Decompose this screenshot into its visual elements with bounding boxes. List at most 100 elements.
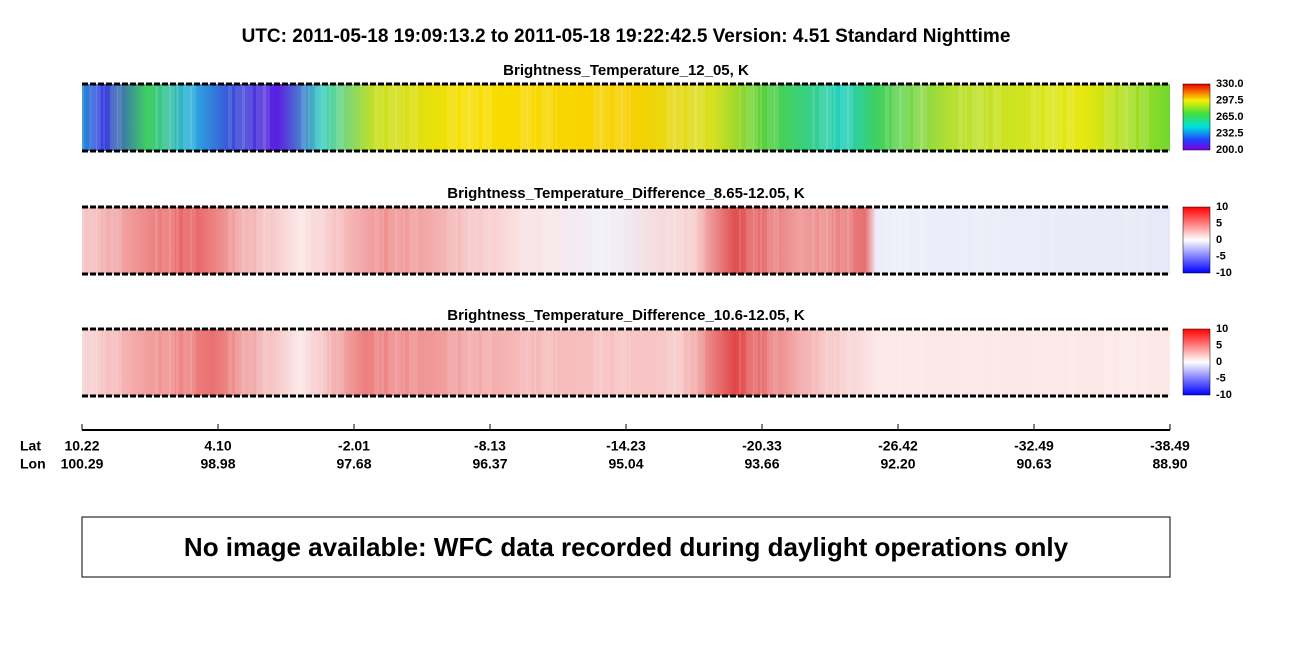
lon-tick-label: 96.37: [472, 456, 507, 472]
lon-tick-label: 93.66: [744, 456, 779, 472]
image-streak: [1104, 84, 1111, 151]
lat-tick-label: -8.13: [474, 438, 506, 454]
image-streak: [256, 84, 266, 151]
colorbar-tick-label: -5: [1216, 250, 1226, 262]
image-streak: [1066, 329, 1075, 396]
image-streak: [409, 207, 418, 274]
image-streak: [1139, 329, 1149, 396]
notice-box: [81, 516, 1171, 578]
colorbar-tick-label: -10: [1216, 267, 1232, 279]
image-streak: [256, 329, 266, 396]
image-streak: [520, 207, 528, 274]
image-streak: [913, 329, 923, 396]
image-streak: [96, 207, 101, 274]
image-streak: [555, 84, 557, 151]
image-streak: [1132, 207, 1136, 274]
image-streak: [117, 329, 122, 396]
image-streak: [885, 84, 889, 151]
image-streak: [1118, 207, 1128, 274]
image-streak: [235, 207, 245, 274]
image-streak: [447, 329, 454, 396]
image-streak: [760, 207, 762, 274]
image-streak: [155, 84, 158, 151]
image-streak: [388, 329, 397, 396]
panel-image: [82, 84, 1170, 151]
image-streak: [315, 329, 323, 396]
image-streak: [1038, 207, 1041, 274]
image-streak: [621, 207, 627, 274]
image-streak: [1052, 84, 1058, 151]
image-streak: [979, 207, 984, 274]
image-streak: [840, 329, 849, 396]
colorbar-tick-label: 330.0: [1216, 78, 1244, 90]
image-streak: [746, 84, 754, 151]
colorbar-tick-label: 10: [1216, 323, 1228, 335]
image-streak: [993, 84, 1001, 151]
image-streak: [315, 207, 323, 274]
image-streak: [228, 84, 232, 151]
panel-title: Brightness_Temperature_12_05, K: [503, 62, 749, 79]
panel-title: Brightness_Temperature_Difference_10.6-1…: [447, 307, 805, 324]
image-streak: [833, 329, 836, 396]
image-streak: [468, 329, 475, 396]
image-streak: [402, 84, 405, 151]
image-streak: [694, 207, 701, 274]
image-streak: [819, 207, 828, 274]
colorbar: [1182, 328, 1211, 396]
image-streak: [593, 329, 602, 396]
image-streak: [1038, 84, 1041, 151]
lon-tick-label: 92.20: [880, 456, 915, 472]
image-streak: [760, 329, 762, 396]
image-streak: [958, 84, 963, 151]
colorbar-tick-label: 5: [1216, 217, 1222, 229]
image-streak: [329, 329, 331, 396]
image-streak: [680, 207, 684, 274]
image-streak: [1139, 84, 1149, 151]
image-streak: [103, 207, 105, 274]
image-streak: [746, 207, 754, 274]
image-streak: [628, 84, 631, 151]
image-streak: [753, 84, 758, 151]
image-streak: [774, 207, 779, 274]
image-streak: [739, 84, 741, 151]
image-streak: [301, 84, 306, 151]
image-streak: [628, 207, 631, 274]
lat-tick-label: -2.01: [338, 438, 370, 454]
image-streak: [993, 329, 1001, 396]
image-streak: [701, 84, 705, 151]
image-streak: [680, 84, 684, 151]
colorbar: [1182, 206, 1211, 274]
image-streak: [885, 329, 889, 396]
image-streak: [155, 329, 158, 396]
image-streak: [103, 84, 105, 151]
colorbar-tick-label: 232.5: [1216, 127, 1244, 139]
image-streak: [548, 207, 553, 274]
image-streak: [1111, 329, 1115, 396]
lat-label: Lat: [20, 438, 41, 454]
image-streak: [673, 84, 680, 151]
image-streak: [183, 207, 192, 274]
image-streak: [461, 207, 471, 274]
image-streak: [475, 207, 479, 274]
image-streak: [840, 207, 849, 274]
image-streak: [847, 84, 853, 151]
image-streak: [381, 84, 384, 151]
image-streak: [447, 84, 454, 151]
image-streak: [892, 329, 902, 396]
image-streak: [395, 329, 401, 396]
image-streak: [614, 207, 623, 274]
image-streak: [117, 84, 122, 151]
image-streak: [812, 84, 815, 151]
image-streak: [600, 207, 606, 274]
image-streak: [979, 329, 984, 396]
image-streak: [169, 329, 175, 396]
image-streak: [920, 84, 927, 151]
image-streak: [600, 84, 606, 151]
image-streak: [753, 207, 758, 274]
image-streak: [322, 207, 327, 274]
image-streak: [666, 329, 676, 396]
image-streak: [965, 207, 967, 274]
image-streak: [899, 207, 906, 274]
image-streak: [847, 329, 853, 396]
